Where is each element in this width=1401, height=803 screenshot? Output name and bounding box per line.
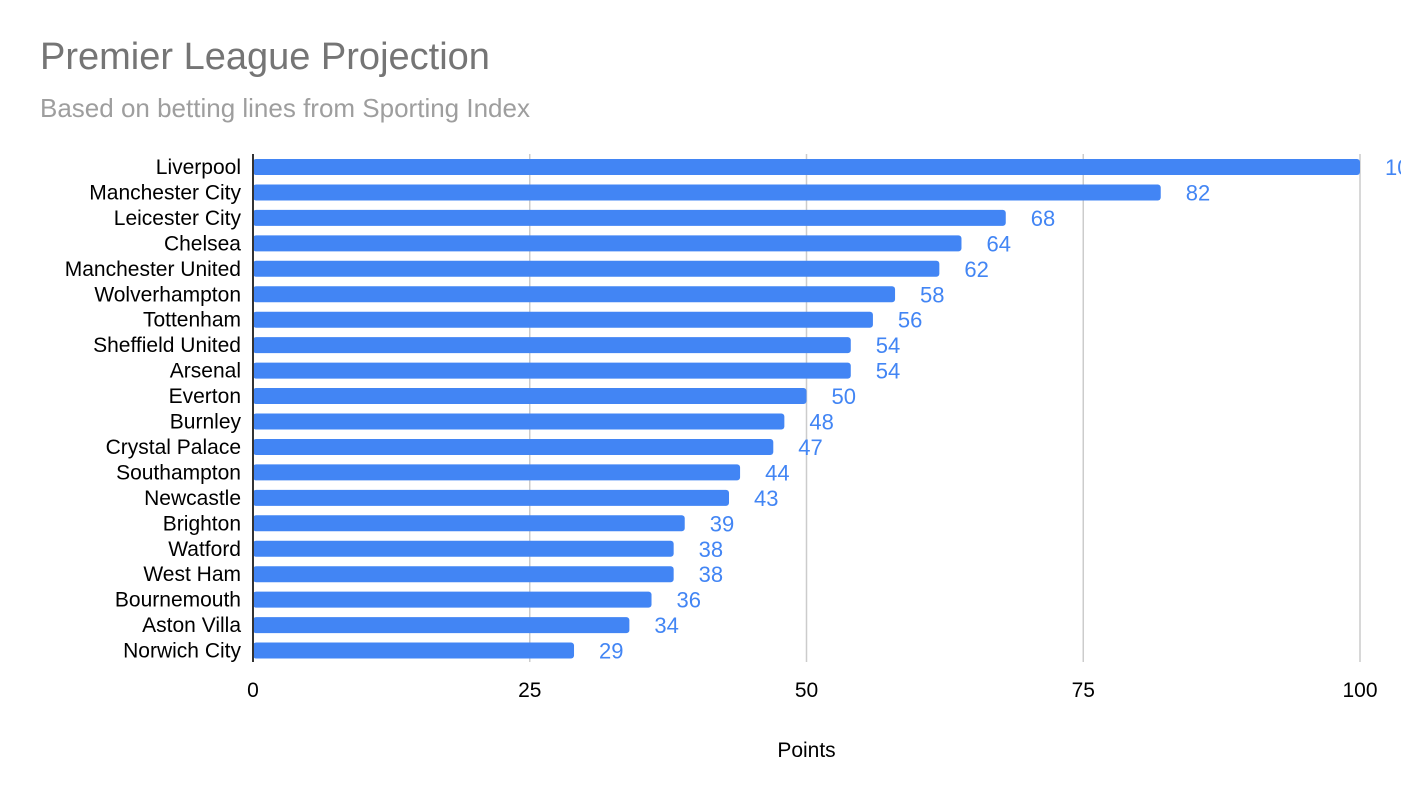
bar	[253, 209, 1006, 226]
bar	[253, 617, 630, 634]
value-label: 48	[809, 410, 833, 435]
bar	[253, 642, 575, 659]
category-label: Burnley	[170, 411, 242, 434]
x-tick-label: 25	[518, 679, 541, 702]
value-label: 100	[1385, 155, 1401, 180]
x-axis-ticks: 0 25 50 75 100	[247, 679, 1377, 702]
value-label: 68	[1031, 206, 1055, 231]
bar	[253, 311, 873, 328]
bar	[253, 464, 741, 481]
category-label: Tottenham	[143, 309, 241, 332]
value-label: 38	[699, 537, 723, 562]
value-label: 39	[710, 511, 734, 536]
x-tick-label: 0	[247, 679, 259, 702]
bar	[253, 515, 685, 532]
value-label: 54	[876, 333, 900, 358]
x-tick-label: 50	[795, 679, 818, 702]
category-label: Bournemouth	[115, 589, 241, 612]
category-label: Aston Villa	[142, 614, 241, 637]
value-label: 64	[986, 231, 1010, 256]
category-label: Wolverhampton	[94, 283, 241, 306]
bar	[253, 591, 652, 608]
chart-subtitle: Based on betting lines from Sporting Ind…	[40, 93, 530, 123]
category-label: Newcastle	[144, 487, 241, 510]
category-label: West Ham	[143, 563, 241, 586]
value-label: 43	[754, 486, 778, 511]
category-label: Manchester United	[65, 258, 241, 281]
value-labels: 1008268646258565454504847444339383836342…	[599, 155, 1401, 664]
x-tick-label: 100	[1342, 679, 1377, 702]
bar	[253, 260, 940, 277]
value-label: 38	[699, 562, 723, 587]
value-label: 34	[654, 613, 678, 638]
bar	[253, 235, 962, 252]
bar	[253, 286, 896, 303]
bar	[253, 337, 851, 354]
bar	[253, 413, 785, 430]
category-label: Chelsea	[164, 232, 241, 255]
value-label: 47	[798, 435, 822, 460]
gridlines	[529, 154, 1361, 662]
category-label: Sheffield United	[93, 334, 241, 357]
bar	[253, 362, 851, 379]
category-label: Southampton	[116, 461, 241, 484]
x-axis-title: Points	[777, 739, 835, 762]
bar	[253, 540, 674, 557]
value-label: 36	[677, 588, 701, 613]
category-label: Norwich City	[123, 640, 241, 663]
value-label: 58	[920, 282, 944, 307]
bar	[253, 184, 1161, 201]
value-label: 29	[599, 639, 623, 664]
value-label: 44	[765, 460, 789, 485]
bar	[253, 159, 1360, 175]
bar	[253, 438, 774, 455]
bar	[253, 566, 674, 583]
category-label: Brighton	[163, 512, 241, 535]
value-label: 62	[964, 257, 988, 282]
category-label: Crystal Palace	[106, 436, 241, 459]
bar	[253, 388, 807, 405]
chart-title: Premier League Projection	[40, 36, 490, 78]
category-label: Watford	[168, 538, 241, 561]
value-label: 54	[876, 359, 900, 384]
category-label: Liverpool	[156, 156, 241, 179]
category-label: Everton	[169, 385, 241, 408]
value-label: 82	[1186, 180, 1210, 205]
category-label: Leicester City	[114, 207, 242, 230]
category-label: Arsenal	[170, 360, 241, 383]
value-label: 56	[898, 308, 922, 333]
value-label: 50	[832, 384, 856, 409]
x-tick-label: 75	[1072, 679, 1095, 702]
bar	[253, 489, 730, 506]
bars	[253, 159, 1360, 659]
category-label: Manchester City	[89, 181, 241, 204]
